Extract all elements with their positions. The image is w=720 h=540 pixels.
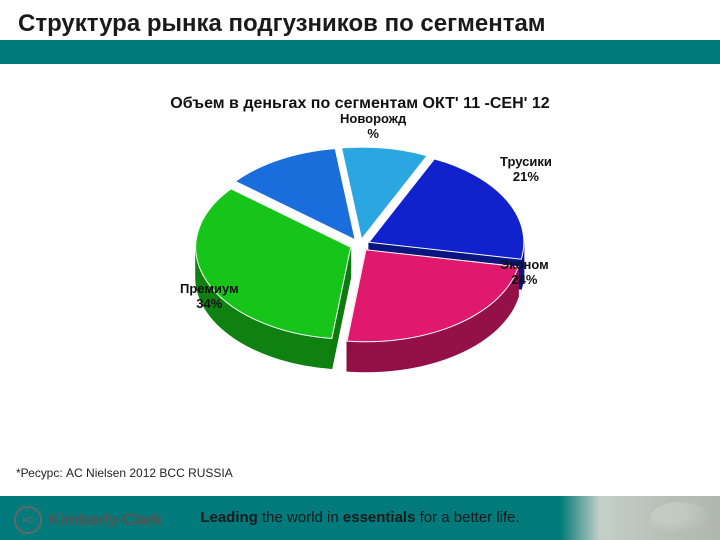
- footer-decorative-image: [560, 496, 720, 540]
- logo-seal-icon: KC: [14, 506, 42, 534]
- source-citation: *Ресурс: AC Nielsen 2012 BCC RUSSIA: [16, 466, 233, 480]
- tagline-word-essentials: essentials: [343, 509, 416, 526]
- pie-slice-label: Эконом24%: [500, 258, 549, 288]
- pie-slice-label: Премиум34%: [180, 282, 239, 312]
- brand-logo: KC Kimberly-Clark: [14, 506, 162, 534]
- pie-slice-label: Трусики21%: [500, 155, 552, 185]
- tagline-mid: the world in: [258, 509, 343, 526]
- tagline-suffix: for a better life.: [415, 509, 519, 526]
- header-band: [0, 40, 720, 64]
- pie-slice-label: Новорожд%: [340, 112, 406, 142]
- page-title: Структура рынка подгузников по сегментам: [18, 10, 546, 38]
- logo-text: Kimberly-Clark: [48, 510, 162, 530]
- tagline: Leading the world in essentials for a be…: [200, 509, 519, 526]
- tagline-word-leading: Leading: [200, 509, 258, 526]
- pie-chart: Трусики21% Эконом24% Премиум34% Новорожд%: [120, 110, 600, 390]
